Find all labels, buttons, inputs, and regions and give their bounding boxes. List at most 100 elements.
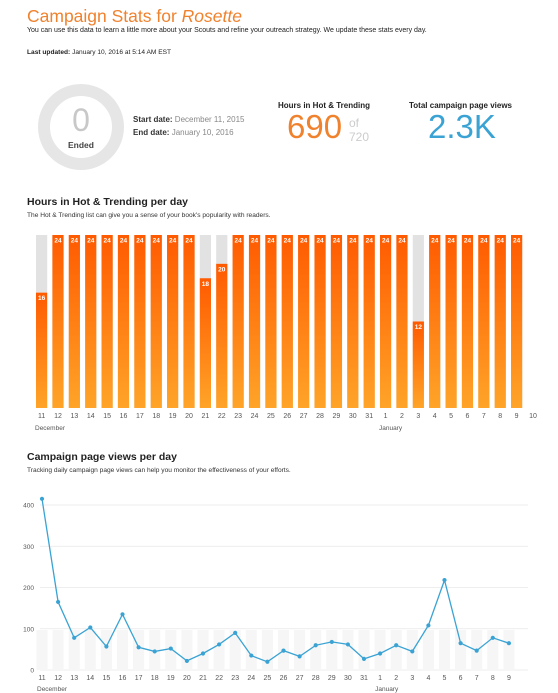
bar-x-tick-label: 22 <box>218 413 226 420</box>
bar-value-label: 24 <box>185 238 193 245</box>
bar-day-24: 24 <box>248 235 261 408</box>
bar-x-tick-label: 6 <box>466 413 470 420</box>
bar-x-tick-label: 13 <box>70 413 78 420</box>
bar-day-22: 20 <box>216 235 228 408</box>
column-shade <box>245 630 257 670</box>
line-x-tick-label: 3 <box>410 675 414 682</box>
bar-day-30: 24 <box>347 235 359 408</box>
bar-fill <box>330 235 343 408</box>
bar-value-label: 24 <box>398 238 406 245</box>
bar-day-21: 18 <box>199 235 211 408</box>
bar-fill <box>461 235 474 408</box>
column-shade <box>84 630 96 670</box>
bar-value-label: 24 <box>431 238 439 245</box>
column-shade <box>358 630 370 670</box>
bar-value-label: 24 <box>497 238 505 245</box>
bar-fill <box>232 235 244 408</box>
line-x-tick-label: 15 <box>103 675 111 682</box>
column-shade <box>213 630 225 670</box>
column-shade <box>133 630 145 670</box>
bar-day-27: 24 <box>298 235 310 408</box>
bar-fill <box>199 278 211 408</box>
bar-day-16: 24 <box>117 235 130 408</box>
bar-day-28: 24 <box>314 235 326 408</box>
data-point-25 <box>265 659 270 664</box>
bar-day-2: 24 <box>396 235 408 408</box>
start-date: Start date: December 11, 2015 <box>133 115 245 124</box>
line-x-tick-label: 14 <box>86 675 94 682</box>
bar-value-label: 24 <box>153 238 161 245</box>
line-x-tick-label: 16 <box>119 675 127 682</box>
last-updated: Last updated: January 10, 2016 at 5:14 A… <box>27 49 172 56</box>
line-x-tick-label: 22 <box>215 675 223 682</box>
bar-day-8: 24 <box>494 235 506 408</box>
bar-x-tick-label: 16 <box>120 413 128 420</box>
data-point-8 <box>490 635 495 640</box>
bar-value-label: 24 <box>349 238 357 245</box>
bar-x-tick-label: 12 <box>54 413 62 420</box>
line-x-tick-label: 7 <box>475 675 479 682</box>
bar-day-17: 24 <box>134 235 146 408</box>
bar-value-label: 24 <box>316 238 324 245</box>
bar-fill <box>314 235 326 408</box>
data-point-7 <box>474 648 479 653</box>
bar-x-tick-label: 10 <box>529 413 537 420</box>
hot-section-title: Hours in Hot & Trending per day <box>27 196 189 208</box>
column-shade <box>390 630 402 670</box>
bar-fill <box>216 263 228 408</box>
data-point-6 <box>458 641 463 646</box>
bar-fill <box>150 235 162 408</box>
bar-day-4: 24 <box>429 235 441 408</box>
bar-day-12: 24 <box>52 235 64 408</box>
column-shade <box>503 630 515 670</box>
bar-value-label: 24 <box>333 238 341 245</box>
column-shade <box>487 630 499 670</box>
bar-value-label: 24 <box>54 238 62 245</box>
bar-value-label: 24 <box>235 238 243 245</box>
views-stat-label: Total campaign page views <box>409 101 512 110</box>
bar-value-label: 24 <box>300 238 308 245</box>
bar-day-6: 24 <box>461 235 474 408</box>
bar-fill <box>396 235 408 408</box>
data-point-28 <box>313 643 318 648</box>
bar-value-label: 24 <box>480 238 488 245</box>
bar-day-3: 12 <box>412 235 424 408</box>
days-left-value: 0 <box>72 102 90 138</box>
bar-fill <box>85 235 97 408</box>
bar-day-23: 24 <box>232 235 244 408</box>
line-x-tick-label: 12 <box>54 675 62 682</box>
data-point-15 <box>104 644 109 649</box>
bar-day-25: 24 <box>265 235 277 408</box>
hours-stat-of: of <box>349 116 360 130</box>
bar-value-label: 12 <box>415 324 423 331</box>
line-x-tick-label: 11 <box>38 675 45 682</box>
bar-fill <box>379 235 392 408</box>
data-point-31 <box>361 656 367 661</box>
column-shade <box>374 630 386 670</box>
bar-fill <box>248 235 261 408</box>
line-x-tick-label: 6 <box>459 675 463 682</box>
data-point-11 <box>39 496 45 501</box>
bar-x-tick-label: 5 <box>449 413 453 420</box>
column-shade <box>181 630 193 670</box>
column-shade <box>36 630 48 670</box>
bar-fill <box>494 235 506 408</box>
bar-fill <box>281 235 293 408</box>
bar-x-tick-label: 25 <box>267 413 275 420</box>
line-x-tick-label: 13 <box>70 675 78 682</box>
bar-day-18: 24 <box>150 235 162 408</box>
line-x-tick-label: 1 <box>378 675 382 682</box>
column-shade <box>439 630 450 670</box>
data-point-5 <box>442 577 447 583</box>
bar-day-11: 16 <box>36 235 48 408</box>
bar-fill <box>52 235 64 408</box>
bar-x-tick-label: 19 <box>169 413 177 420</box>
column-shade <box>100 630 112 670</box>
line-x-tick-label: 29 <box>328 675 336 682</box>
column-shade <box>310 630 322 670</box>
line-x-tick-label: 25 <box>264 675 272 682</box>
views-section-subtitle: Tracking daily campaign page views can h… <box>27 467 291 474</box>
views-section-title: Campaign page views per day <box>27 451 177 463</box>
bar-x-tick-label: 27 <box>300 413 308 420</box>
bar-fill <box>167 235 179 408</box>
